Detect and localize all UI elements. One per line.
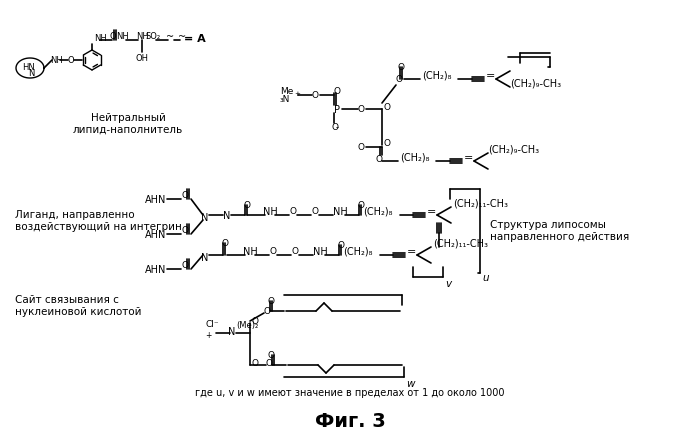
Text: O: O — [289, 207, 296, 216]
Text: O: O — [266, 359, 273, 368]
Text: O: O — [291, 247, 298, 256]
Text: =: = — [427, 207, 436, 217]
Text: -: - — [336, 123, 339, 132]
Text: v: v — [445, 279, 451, 289]
Text: O: O — [252, 359, 259, 368]
Text: +: + — [205, 331, 211, 340]
Text: u: u — [482, 273, 489, 283]
Text: O: O — [311, 207, 318, 216]
Text: w: w — [406, 379, 414, 389]
Text: NH: NH — [116, 32, 129, 41]
Text: O: O — [181, 226, 188, 235]
Text: Me: Me — [280, 87, 293, 96]
Text: (CH₂)₉-CH₃: (CH₂)₉-CH₃ — [488, 145, 539, 155]
Text: ~: ~ — [178, 32, 186, 42]
Text: (CH₂)₈: (CH₂)₈ — [363, 207, 393, 217]
Text: N: N — [228, 327, 235, 337]
Text: ₃N: ₃N — [280, 95, 290, 104]
Text: (CH₂)₈: (CH₂)₈ — [400, 153, 430, 163]
Text: Фиг. 3: Фиг. 3 — [314, 412, 386, 431]
Text: NH: NH — [243, 247, 258, 257]
Text: O: O — [384, 103, 391, 112]
Text: O: O — [221, 239, 228, 248]
Text: ~: ~ — [166, 32, 174, 42]
Text: NH: NH — [333, 207, 348, 217]
Text: O: O — [268, 297, 275, 306]
Text: O: O — [396, 75, 403, 84]
Text: NH: NH — [94, 34, 106, 43]
Text: (CH₂)₈: (CH₂)₈ — [343, 247, 372, 257]
Text: =: = — [464, 153, 473, 163]
Text: OH: OH — [136, 54, 149, 63]
Text: O: O — [398, 63, 405, 72]
Text: Cl⁻: Cl⁻ — [205, 320, 218, 329]
Text: O: O — [332, 123, 339, 132]
Text: N: N — [223, 211, 230, 221]
Text: O: O — [334, 87, 341, 96]
Text: AHN: AHN — [145, 265, 167, 275]
Text: O: O — [68, 56, 75, 65]
Text: O: O — [243, 201, 250, 210]
Text: O: O — [358, 105, 365, 114]
Text: O: O — [357, 201, 364, 210]
Text: N: N — [201, 253, 209, 263]
Text: O: O — [358, 143, 365, 152]
Text: AHN: AHN — [145, 195, 167, 205]
Text: O: O — [181, 191, 188, 200]
Text: SO₂: SO₂ — [146, 32, 161, 41]
Text: P: P — [334, 105, 340, 115]
Text: AHN: AHN — [145, 230, 167, 240]
Text: +: + — [294, 91, 300, 97]
Text: O: O — [268, 351, 275, 360]
Text: NH: NH — [263, 207, 278, 217]
Text: O: O — [376, 155, 383, 164]
Text: O: O — [384, 139, 391, 148]
Text: = A: = A — [184, 34, 206, 44]
Text: O: O — [337, 241, 344, 250]
Text: (Me)₂: (Me)₂ — [236, 321, 258, 330]
Text: O: O — [252, 317, 259, 326]
Text: =: = — [407, 247, 416, 257]
Text: N: N — [201, 213, 209, 223]
Text: O: O — [269, 247, 276, 256]
Text: где u, v и w имеют значение в пределах от 1 до около 1000: где u, v и w имеют значение в пределах о… — [195, 388, 505, 398]
Text: (CH₂)₁₁-CH₃: (CH₂)₁₁-CH₃ — [433, 239, 488, 249]
Text: Лиганд, направленно
воздействующий на интегрин: Лиганд, направленно воздействующий на ин… — [15, 210, 182, 232]
Text: Нейтральный
липид-наполнитель: Нейтральный липид-наполнитель — [73, 113, 183, 134]
Text: O: O — [312, 91, 319, 100]
Text: O: O — [181, 261, 188, 270]
Text: NH: NH — [313, 247, 328, 257]
Text: =: = — [486, 71, 496, 81]
Text: (CH₂)₁₁-CH₃: (CH₂)₁₁-CH₃ — [453, 199, 508, 209]
Text: O: O — [264, 307, 271, 316]
Text: (CH₂)₉-CH₃: (CH₂)₉-CH₃ — [510, 79, 561, 89]
Text: HN: HN — [22, 63, 35, 72]
Text: O: O — [110, 32, 117, 41]
Text: NH: NH — [136, 32, 148, 41]
Text: Структура липосомы
направленного действия: Структура липосомы направленного действи… — [490, 220, 629, 242]
Text: NH: NH — [50, 56, 63, 65]
Text: N: N — [28, 69, 34, 78]
Text: (CH₂)₈: (CH₂)₈ — [422, 71, 452, 81]
Text: Сайт связывания с
нуклеиновой кислотой: Сайт связывания с нуклеиновой кислотой — [15, 295, 141, 317]
